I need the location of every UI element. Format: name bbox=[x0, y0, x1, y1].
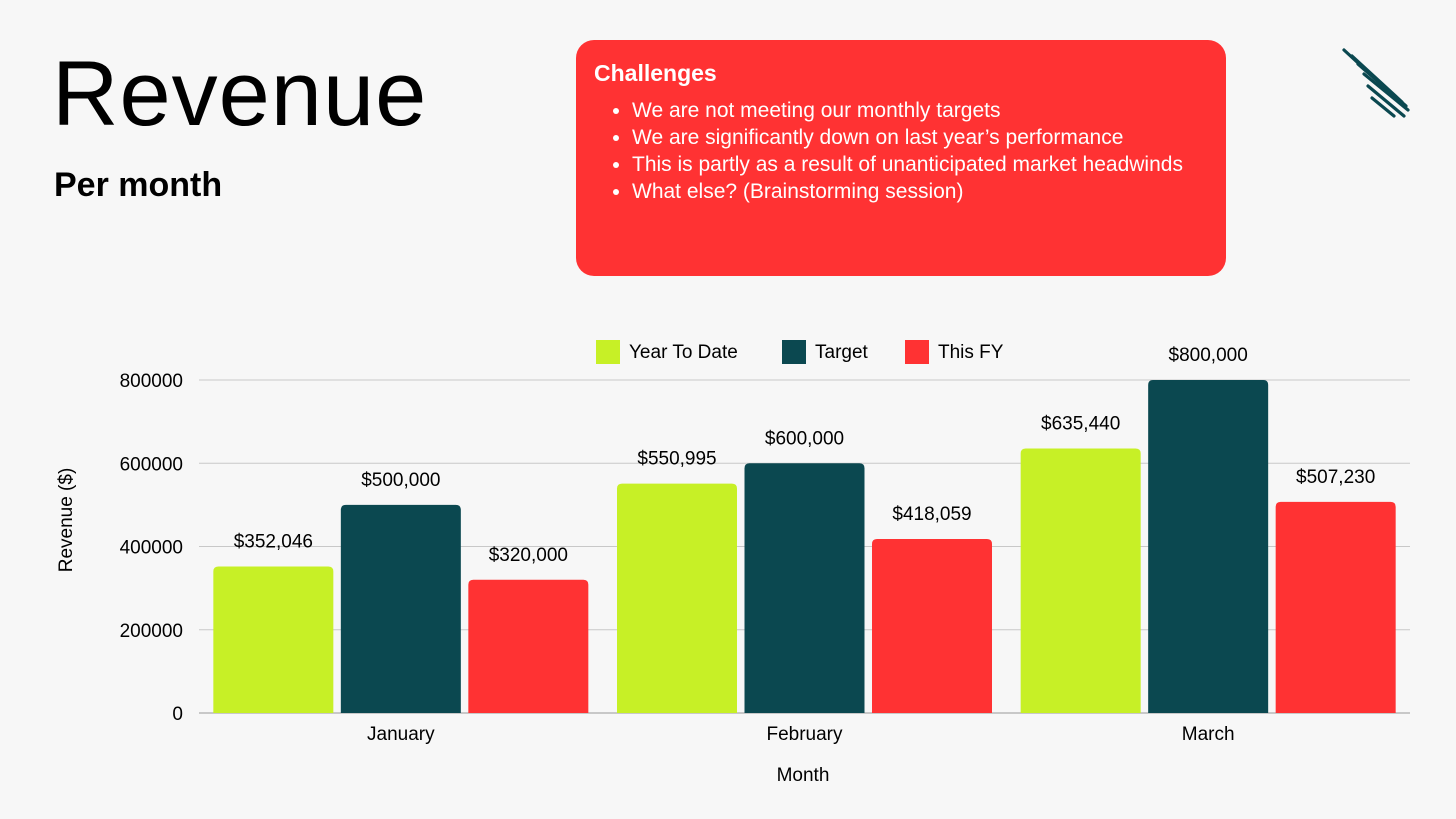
y-tick-label: 0 bbox=[172, 704, 183, 725]
legend-swatch bbox=[596, 340, 620, 364]
y-tick-label: 400000 bbox=[120, 538, 183, 559]
challenge-item: We are not meeting our monthly targets bbox=[632, 97, 1208, 124]
data-label: $352,046 bbox=[234, 531, 313, 552]
data-label: $550,995 bbox=[637, 449, 716, 470]
bar bbox=[340, 504, 461, 713]
x-tick-label: February bbox=[766, 724, 843, 745]
data-label: $320,000 bbox=[489, 545, 568, 566]
challenge-item: We are significantly down on last year’s… bbox=[632, 124, 1208, 151]
data-label: $600,000 bbox=[765, 428, 844, 449]
x-tick-label: March bbox=[1182, 724, 1235, 745]
y-axis-title: Revenue ($) bbox=[56, 468, 77, 573]
bar bbox=[872, 538, 992, 713]
bar bbox=[744, 463, 865, 713]
legend-label: This FY bbox=[938, 342, 1004, 363]
bar bbox=[1020, 448, 1141, 713]
page-title: Revenue bbox=[52, 43, 428, 145]
bar bbox=[617, 483, 737, 713]
bar bbox=[1148, 380, 1269, 713]
legend-swatch bbox=[782, 340, 806, 364]
data-label: $500,000 bbox=[361, 470, 440, 491]
page-subtitle: Per month bbox=[54, 166, 223, 204]
challenge-item: What else? (Brainstorming session) bbox=[632, 178, 1208, 205]
y-tick-label: 800000 bbox=[120, 371, 183, 392]
challenges-list: We are not meeting our monthly targets W… bbox=[594, 97, 1208, 205]
bar bbox=[213, 566, 334, 713]
x-axis-title: Month bbox=[777, 765, 830, 786]
data-label: $418,059 bbox=[892, 504, 971, 525]
legend-swatch bbox=[905, 340, 929, 364]
data-label: $800,000 bbox=[1169, 345, 1248, 366]
bar bbox=[468, 579, 589, 713]
bar bbox=[1275, 501, 1396, 713]
challenges-heading: Challenges bbox=[594, 60, 717, 86]
x-tick-label: January bbox=[367, 724, 435, 745]
y-tick-label: 600000 bbox=[120, 454, 183, 475]
y-tick-label: 200000 bbox=[120, 621, 183, 642]
challenges-panel: Challenges We are not meeting our monthl… bbox=[576, 40, 1226, 276]
legend-label: Year To Date bbox=[629, 342, 738, 363]
diagonal-stripes-logo-icon bbox=[1342, 48, 1410, 118]
challenge-item: This is partly as a result of unanticipa… bbox=[632, 151, 1208, 178]
data-label: $507,230 bbox=[1296, 467, 1375, 488]
legend-label: Target bbox=[815, 342, 869, 363]
data-label: $635,440 bbox=[1041, 413, 1120, 434]
